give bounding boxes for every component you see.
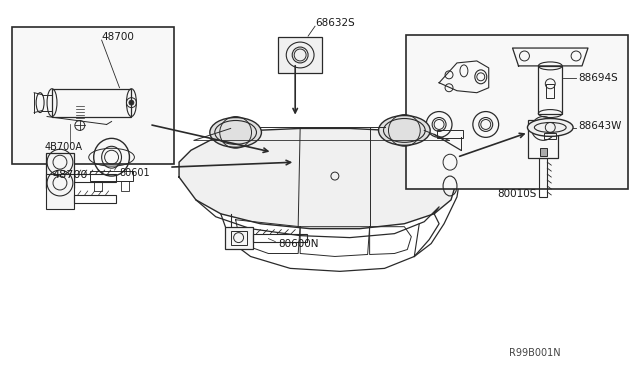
Bar: [74, 174, 116, 182]
Bar: [278, 37, 322, 73]
Polygon shape: [179, 128, 457, 229]
Text: 88643W: 88643W: [578, 121, 621, 131]
Text: 80600N: 80600N: [278, 238, 319, 248]
Text: 80010S: 80010S: [497, 189, 537, 199]
Circle shape: [129, 100, 134, 105]
Ellipse shape: [210, 118, 262, 147]
Text: 48700: 48700: [102, 32, 134, 42]
Bar: [93, 181, 102, 191]
Bar: [253, 234, 307, 241]
Text: 68632S: 68632S: [315, 18, 355, 28]
Bar: [225, 227, 253, 248]
Text: R99B001N: R99B001N: [509, 348, 560, 358]
Bar: [74, 195, 116, 203]
Bar: [52, 89, 131, 116]
Ellipse shape: [378, 116, 430, 145]
Text: 80601: 80601: [120, 168, 150, 178]
Bar: [122, 181, 129, 191]
Bar: [46, 174, 74, 209]
Ellipse shape: [527, 119, 573, 137]
Bar: [406, 35, 628, 189]
Bar: [540, 158, 547, 197]
Bar: [538, 66, 562, 113]
Bar: [540, 148, 547, 156]
Bar: [12, 27, 174, 164]
Bar: [544, 134, 556, 140]
Bar: [46, 153, 74, 188]
Text: 4B700A: 4B700A: [44, 142, 82, 152]
Bar: [547, 84, 554, 98]
Bar: [90, 171, 133, 181]
Text: 48700: 48700: [52, 170, 88, 180]
Bar: [230, 231, 246, 244]
Bar: [437, 131, 463, 138]
Text: 88694S: 88694S: [578, 73, 618, 83]
Bar: [529, 121, 558, 158]
